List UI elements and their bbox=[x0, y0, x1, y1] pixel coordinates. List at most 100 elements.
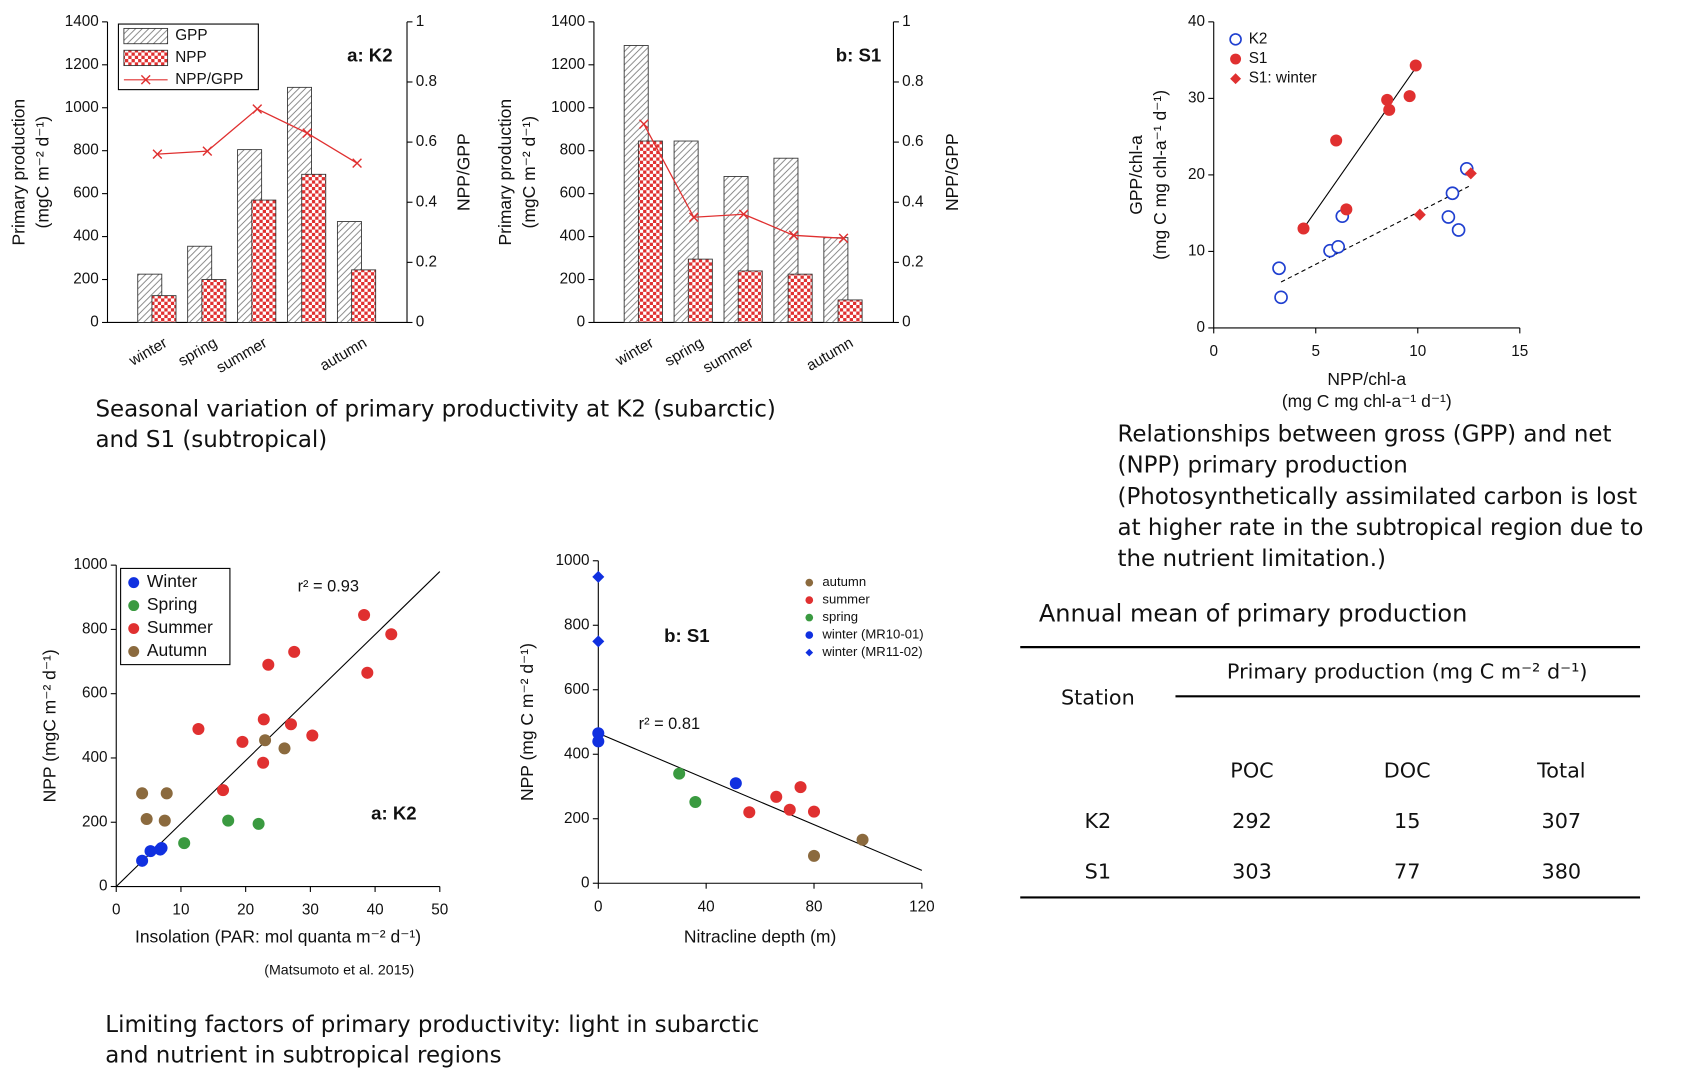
chart: 0 200 400 600 800 1000 1200 1400 Primary product… bbox=[9, 13, 474, 377]
legend-label: Winter bbox=[147, 571, 198, 591]
point bbox=[1409, 59, 1422, 72]
legend-label: winter (MR11-02) bbox=[821, 644, 922, 659]
point bbox=[136, 787, 149, 800]
legend-label: spring bbox=[822, 609, 858, 624]
table-cell: 77 bbox=[1394, 859, 1420, 883]
y-tick-label: 1000 bbox=[65, 99, 99, 116]
caption: and nutrient in subtropical regions bbox=[105, 1042, 501, 1068]
annotation: (Matsumoto et al. 2015) bbox=[264, 962, 414, 978]
bar bbox=[301, 173, 327, 323]
caption: Limiting factors of primary productivity… bbox=[105, 1012, 759, 1038]
x-tick-label: 80 bbox=[806, 898, 823, 915]
x-tick-label: 0 bbox=[1209, 343, 1218, 360]
caption: Relationships between gross (GPP) and ne… bbox=[1118, 422, 1612, 448]
point bbox=[257, 713, 270, 726]
point bbox=[202, 146, 213, 156]
y-tick-label: 1200 bbox=[551, 56, 585, 73]
table-column-header: DOC bbox=[1384, 759, 1431, 783]
trend-line bbox=[115, 571, 441, 887]
y2-tick-label: 1 bbox=[416, 13, 425, 30]
point bbox=[1413, 208, 1426, 221]
point bbox=[222, 814, 235, 827]
y-tick-label: 400 bbox=[82, 749, 108, 766]
x-tick-label: 0 bbox=[594, 898, 603, 915]
point bbox=[1297, 222, 1310, 235]
point bbox=[1274, 290, 1288, 305]
point bbox=[1451, 223, 1466, 237]
point bbox=[1330, 134, 1343, 147]
y-tick-label: 1000 bbox=[556, 552, 590, 569]
point bbox=[284, 718, 297, 731]
x-tick-label: 5 bbox=[1311, 343, 1320, 360]
y-tick-label: 1400 bbox=[65, 13, 99, 30]
y-axis-label: (mgC m⁻² d⁻¹) bbox=[519, 116, 539, 229]
y-tick-label: 0 bbox=[1196, 319, 1205, 336]
legend-label: Spring bbox=[147, 594, 198, 614]
point bbox=[144, 845, 157, 858]
point bbox=[1464, 167, 1477, 180]
y2-axis-label: NPP/GPP bbox=[454, 133, 474, 211]
legend-label: K2 bbox=[1249, 30, 1268, 47]
point bbox=[358, 608, 371, 621]
x-tick-label: spring bbox=[176, 334, 221, 370]
x-tick-label: 20 bbox=[237, 902, 254, 919]
point bbox=[743, 806, 756, 819]
point bbox=[178, 837, 191, 850]
point bbox=[128, 600, 140, 612]
x-tick-label: 30 bbox=[302, 902, 319, 919]
trend-line bbox=[1303, 67, 1417, 229]
annotation: a: K2 bbox=[371, 802, 416, 823]
x-axis-label: NPP/chl-a bbox=[1327, 369, 1406, 389]
y-tick-label: 800 bbox=[564, 616, 590, 633]
point bbox=[278, 742, 291, 755]
x-tick-label: winter bbox=[612, 334, 657, 370]
legend-label: S1 bbox=[1249, 50, 1268, 67]
table-header: Station bbox=[1061, 686, 1135, 710]
x-tick-label: 120 bbox=[909, 898, 935, 915]
point bbox=[158, 814, 171, 827]
point bbox=[257, 756, 270, 769]
table-cell: S1 bbox=[1085, 859, 1111, 883]
table: Annual mean of primary production Statio… bbox=[1020, 599, 1641, 899]
table-cell: 303 bbox=[1232, 859, 1272, 883]
table-cell: 380 bbox=[1542, 859, 1582, 883]
y-axis-label: Primary production bbox=[495, 99, 515, 246]
y-tick-label: 10 bbox=[1188, 242, 1205, 259]
y-tick-label: 400 bbox=[564, 745, 590, 762]
table-cell: K2 bbox=[1084, 809, 1111, 833]
y-tick-label: 400 bbox=[560, 228, 586, 245]
point bbox=[152, 149, 163, 160]
y2-tick-label: 0.4 bbox=[902, 193, 924, 210]
annotation: b: S1 bbox=[836, 45, 881, 66]
legend-label: GPP bbox=[175, 27, 207, 44]
trend-line bbox=[598, 732, 923, 871]
point bbox=[1403, 90, 1416, 103]
y-tick-label: 1000 bbox=[551, 99, 585, 116]
point bbox=[252, 104, 263, 114]
annotation: r² = 0.93 bbox=[298, 577, 359, 595]
legend-swatch bbox=[123, 27, 169, 45]
point bbox=[155, 841, 168, 854]
y-tick-label: 0 bbox=[577, 314, 586, 331]
point bbox=[136, 854, 149, 867]
y-tick-label: 600 bbox=[82, 685, 108, 702]
point bbox=[805, 596, 814, 604]
y2-tick-label: 0.8 bbox=[416, 73, 437, 90]
point bbox=[1229, 33, 1242, 46]
point bbox=[128, 623, 140, 635]
y-tick-label: 0 bbox=[99, 878, 108, 895]
point bbox=[794, 781, 807, 794]
legend-label: Summer bbox=[147, 617, 213, 637]
y2-tick-label: 1 bbox=[902, 13, 911, 30]
point bbox=[128, 646, 140, 657]
y-tick-label: 200 bbox=[82, 813, 108, 830]
caption: (NPP) primary production bbox=[1118, 453, 1408, 479]
caption: and S1 (subtropical) bbox=[95, 427, 327, 453]
y2-tick-label: 0.2 bbox=[902, 253, 923, 270]
point bbox=[128, 577, 140, 589]
y-axis-label: NPP (mg C m⁻² d⁻¹) bbox=[517, 643, 537, 801]
x-tick-label: summer bbox=[700, 334, 756, 376]
caption: (Photosynthetically assimilated carbon i… bbox=[1118, 484, 1638, 510]
